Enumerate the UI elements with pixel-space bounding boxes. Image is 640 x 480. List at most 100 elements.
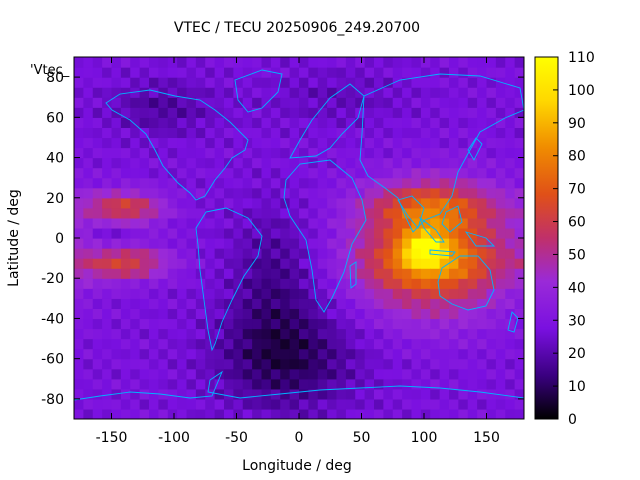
heatmap-cell <box>383 368 394 380</box>
heatmap-cell <box>195 308 206 320</box>
heatmap-cell <box>477 57 488 68</box>
heatmap-cell <box>392 388 403 400</box>
heatmap-cell <box>449 328 459 340</box>
heatmap-cell <box>467 378 478 390</box>
heatmap-cell <box>374 288 384 299</box>
heatmap-cell <box>167 308 178 320</box>
heatmap-cell <box>317 248 328 259</box>
heatmap-cell <box>261 258 272 269</box>
heatmap-cell <box>345 67 356 78</box>
heatmap-cell <box>270 288 281 299</box>
heatmap-cell <box>120 107 131 118</box>
heatmap-cell <box>383 238 394 249</box>
heatmap-cell <box>467 318 478 330</box>
heatmap-cell <box>224 328 234 340</box>
heatmap-cell <box>364 288 375 299</box>
heatmap-cell <box>224 137 234 149</box>
heatmap-cell <box>149 278 159 289</box>
heatmap-cell <box>205 408 216 419</box>
heatmap-cell <box>374 57 384 68</box>
heatmap-cell <box>195 328 206 340</box>
heatmap-cell <box>130 107 141 118</box>
heatmap-cell <box>252 348 263 360</box>
heatmap-cell <box>92 157 103 169</box>
heatmap-cell <box>505 167 516 179</box>
heatmap-cell <box>364 127 375 139</box>
heatmap-cell <box>392 368 403 380</box>
heatmap-cell <box>449 107 459 118</box>
heatmap-cell <box>130 217 141 229</box>
heatmap-cell <box>252 308 263 320</box>
heatmap-cell <box>205 338 216 350</box>
heatmap-cell <box>327 388 338 400</box>
heatmap-cell <box>242 388 253 400</box>
heatmap-cell <box>205 398 216 410</box>
heatmap-cell <box>308 398 319 410</box>
heatmap-cell <box>467 157 478 169</box>
heatmap-cell <box>345 258 356 269</box>
heatmap-cell <box>242 67 253 78</box>
heatmap-cell <box>205 187 216 199</box>
heatmap-cell <box>92 227 103 239</box>
heatmap-cell <box>186 67 197 78</box>
heatmap-cell <box>233 398 244 410</box>
heatmap-cell <box>261 187 272 199</box>
heatmap-cell <box>120 217 131 229</box>
heatmap-cell <box>130 167 141 179</box>
heatmap-cell <box>317 127 328 139</box>
heatmap-cell <box>195 348 206 360</box>
heatmap-cell <box>467 348 478 360</box>
heatmap-cell <box>280 67 291 78</box>
heatmap-cell <box>420 298 431 309</box>
heatmap-cell <box>458 278 469 289</box>
heatmap-cell <box>111 167 122 179</box>
coast-borneo <box>441 205 463 233</box>
heatmap-cell <box>111 157 122 169</box>
heatmap-cell <box>467 197 478 209</box>
heatmap-cell <box>495 268 506 279</box>
heatmap-cell <box>102 378 113 390</box>
heatmap-cell <box>214 157 225 169</box>
heatmap-cell <box>514 177 524 189</box>
heatmap-cell <box>195 318 206 330</box>
heatmap-cell <box>486 67 497 78</box>
heatmap-cell <box>214 87 225 98</box>
heatmap-cell <box>74 117 84 128</box>
heatmap-cell <box>439 167 450 179</box>
heatmap-cell <box>167 217 178 229</box>
heatmap-cell <box>167 318 178 330</box>
heatmap-cell <box>364 107 375 118</box>
heatmap-cell <box>233 268 244 279</box>
heatmap-cell <box>514 157 524 169</box>
heatmap-cell <box>224 258 234 269</box>
heatmap-cell <box>495 197 506 209</box>
heatmap-cell <box>205 308 216 320</box>
heatmap-cell <box>336 117 347 128</box>
heatmap-cell <box>167 187 178 199</box>
heatmap-cell <box>195 217 206 229</box>
heatmap-cell <box>74 127 84 139</box>
heatmap-cell <box>364 207 375 219</box>
heatmap-cell <box>336 147 347 159</box>
heatmap-cell <box>364 217 375 229</box>
heatmap-cell <box>92 77 103 88</box>
heatmap-cell <box>149 127 159 139</box>
heatmap-cell <box>120 318 131 330</box>
heatmap-cell <box>149 308 159 320</box>
heatmap-cell <box>477 147 488 159</box>
heatmap-cell <box>336 308 347 320</box>
heatmap-cell <box>120 308 131 320</box>
heatmap-cell <box>477 87 488 98</box>
heatmap-cell <box>505 87 516 98</box>
heatmap-cell <box>364 348 375 360</box>
heatmap-cell <box>449 398 459 410</box>
heatmap-cell <box>167 197 178 209</box>
heatmap-cell <box>299 308 309 320</box>
heatmap-cell <box>83 137 94 149</box>
heatmap-cell <box>130 398 141 410</box>
heatmap-cell <box>186 87 197 98</box>
heatmap-cell <box>224 227 234 239</box>
heatmap-cell <box>392 298 403 309</box>
heatmap-cell <box>92 57 103 68</box>
colorbar-tick-label: 50 <box>568 247 586 263</box>
